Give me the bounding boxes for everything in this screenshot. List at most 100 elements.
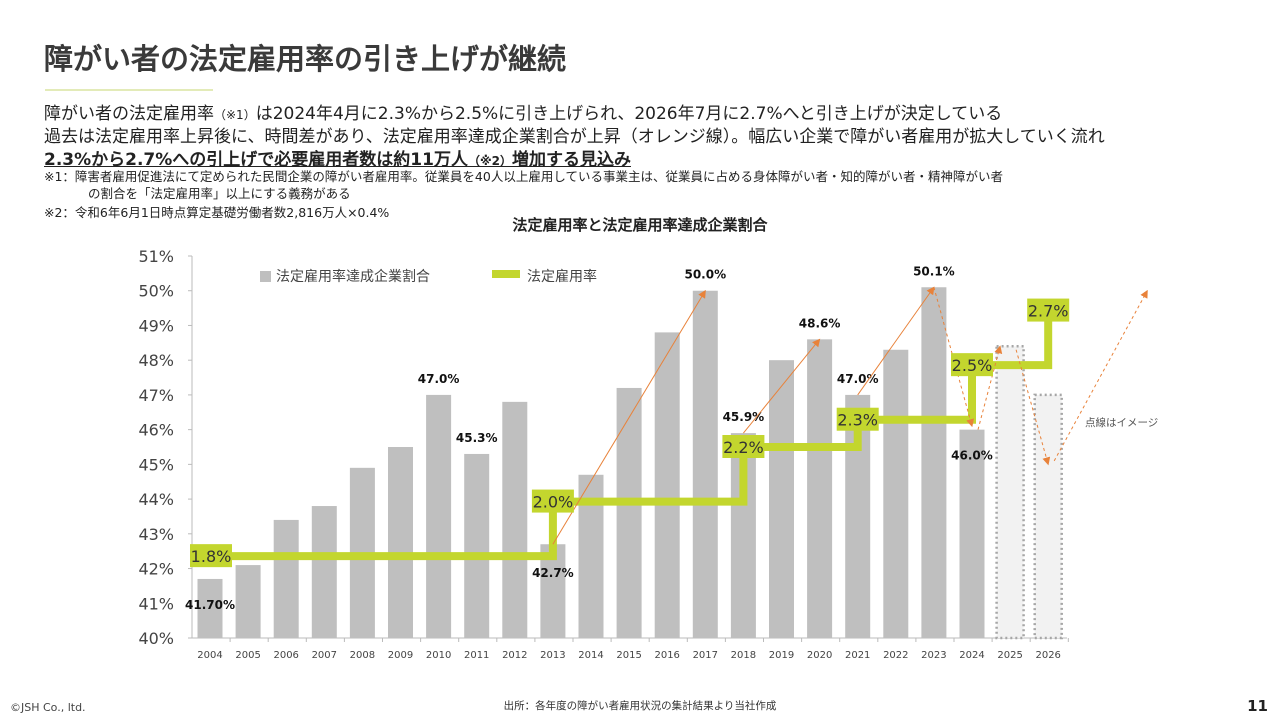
x-tick-label: 2010 — [426, 650, 451, 661]
data-label-2018: 45.9% — [723, 410, 765, 424]
rate-label: 2.3% — [837, 411, 878, 430]
body-line-2: 過去は法定雇用率上昇後に、時間差があり、法定雇用率達成企業割合が上昇（オレンジ線… — [44, 127, 1105, 147]
y-tick-label: 47% — [138, 386, 174, 405]
text: 増加する見込み — [512, 150, 631, 170]
text: 障がい者の法定雇用率 — [44, 104, 214, 124]
y-tick-label: 43% — [138, 525, 174, 544]
x-tick-label: 2014 — [578, 650, 603, 661]
legend-swatch-line — [492, 270, 520, 278]
bar-2009 — [388, 447, 413, 638]
bar-2022 — [883, 349, 909, 638]
legend-swatch-bar — [260, 271, 271, 282]
y-tick-label: 45% — [138, 455, 174, 474]
bar-2005 — [235, 565, 261, 638]
x-tick-label: 2021 — [845, 650, 870, 661]
x-tick-label: 2018 — [731, 650, 756, 661]
trend-arrow-dashed — [1015, 349, 1051, 466]
page-number: 11 — [1247, 697, 1268, 715]
image-bar-2026 — [1033, 393, 1063, 640]
trend-arrow-dashed — [977, 345, 1003, 430]
rate-label-box — [951, 353, 993, 377]
y-tick-label: 41% — [138, 594, 174, 613]
rate-label-box — [190, 544, 232, 568]
x-tick-label: 2019 — [769, 650, 794, 661]
source-note: 出所：各年度の障がい者雇用状況の集計結果より当社作成 — [503, 700, 777, 712]
x-tick-label: 2011 — [464, 650, 489, 661]
rate-label-box — [836, 407, 879, 431]
x-tick-label: 2020 — [807, 650, 832, 661]
data-label-2013: 42.7% — [532, 566, 574, 580]
x-tick-label: 2023 — [921, 650, 946, 661]
page-title: 障がい者の法定雇用率の引き上げが継続 — [44, 42, 567, 76]
rate-label: 2.0% — [533, 493, 574, 512]
y-tick-label: 40% — [138, 629, 174, 648]
x-tick-label: 2025 — [997, 650, 1022, 661]
y-tick-label: 44% — [138, 490, 174, 509]
x-tick-label: 2006 — [273, 650, 298, 661]
y-tick-label: 48% — [138, 351, 174, 370]
x-tick-label: 2005 — [235, 650, 260, 661]
rate-label-box — [722, 435, 765, 458]
data-label-2011: 45.3% — [456, 431, 498, 445]
chart-title: 法定雇用率と法定雇用率達成企業割合 — [0, 214, 1280, 235]
text: は2024年4月に2.3%から2.5%に引き上げられ、2026年7月に2.7%へ… — [255, 104, 1003, 124]
bar-2004 — [197, 578, 223, 638]
data-label-2023: 50.1% — [913, 264, 955, 278]
x-tick-label: 2008 — [350, 650, 375, 661]
trend-arrow-solid — [743, 338, 821, 434]
bar-2016 — [654, 332, 680, 638]
y-tick-label: 49% — [138, 316, 174, 335]
x-tick-label: 2015 — [616, 650, 641, 661]
rate-label: 2.2% — [723, 438, 764, 457]
data-label-2004: 41.70% — [185, 598, 235, 612]
bar-2015 — [616, 387, 642, 638]
x-tick-label: 2016 — [654, 650, 679, 661]
footnote-1-continued: の割合を「法定雇用率」以上にする義務がある — [88, 186, 351, 201]
body-line-1: 障がい者の法定雇用率（※1）は2024年4月に2.3%から2.5%に引き上げられ… — [44, 99, 1002, 124]
y-tick-label: 42% — [138, 560, 174, 579]
data-label-2017: 50.0% — [684, 268, 726, 282]
y-tick-label: 46% — [138, 421, 174, 440]
image-note: 点線はイメージ — [1085, 417, 1159, 429]
chart: 40% 41% 42% 43% 44% 45% 46% 47% 48% 49% 50% 51% 2004… — [138, 247, 1148, 661]
image-bar-2025 — [995, 345, 1025, 640]
bar-2020 — [807, 339, 833, 638]
rate-label: 2.7% — [1028, 302, 1069, 321]
x-tick-label: 2007 — [312, 650, 337, 661]
bar-2007 — [311, 506, 337, 638]
text: 2.3%から2.7%への引上げで必要雇用者数は約11万人 — [44, 150, 468, 170]
rate-label-box — [1027, 298, 1070, 322]
trend-arrow-dashed — [1053, 289, 1148, 462]
legend-label-line: 法定雇用率 — [527, 268, 597, 285]
bar-2012 — [502, 401, 528, 638]
bar-2024 — [959, 429, 985, 638]
bar-2011 — [464, 453, 490, 638]
data-label-2020: 48.6% — [799, 316, 841, 330]
footnote-ref: （※1） — [214, 108, 256, 122]
rate-label-box — [531, 489, 574, 513]
trend-arrow-solid — [857, 286, 935, 396]
body-line-3-emphasis: 2.3%から2.7%への引上げで必要雇用者数は約11万人（※2）増加する見込み — [44, 145, 631, 170]
x-tick-label: 2009 — [388, 650, 413, 661]
legend-label-bar: 法定雇用率達成企業割合 — [276, 268, 430, 285]
bar-2019 — [769, 360, 794, 638]
x-tick-label: 2024 — [959, 650, 984, 661]
x-tick-label: 2022 — [883, 650, 908, 661]
chart-title-text: 法定雇用率と法定雇用率達成企業割合 — [512, 216, 768, 234]
trend-arrow-solid — [552, 289, 706, 545]
y-tick-label: 51% — [138, 247, 174, 266]
x-tick-label: 2017 — [693, 650, 718, 661]
copyright: ©JSH Co., ltd. — [10, 701, 86, 714]
bar-2006 — [273, 519, 299, 638]
footnote-ref: （※2） — [467, 154, 512, 168]
x-tick-label: 2013 — [540, 650, 565, 661]
rate-label: 2.5% — [952, 356, 993, 375]
bar-2017 — [692, 290, 718, 638]
data-label-2021: 47.0% — [837, 372, 879, 386]
x-tick-label: 2004 — [197, 650, 222, 661]
y-tick-label: 50% — [138, 282, 174, 301]
footnote-1: ※1：障害者雇用促進法にて定められた民間企業の障がい者雇用率。従業員を40人以上… — [44, 169, 1003, 184]
x-tick-label: 2026 — [1035, 650, 1060, 661]
data-label-2024: 46.0% — [951, 449, 993, 463]
title-underline — [45, 89, 213, 91]
